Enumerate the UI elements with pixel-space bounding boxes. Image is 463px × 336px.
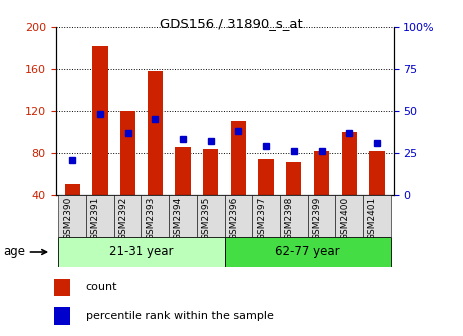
Bar <box>280 195 308 237</box>
Bar <box>203 149 219 195</box>
Text: percentile rank within the sample: percentile rank within the sample <box>86 310 274 321</box>
Bar <box>308 195 335 237</box>
Text: 62-77 year: 62-77 year <box>275 246 340 258</box>
Bar <box>225 195 252 237</box>
Text: GSM2391: GSM2391 <box>91 197 100 240</box>
Text: GSM2399: GSM2399 <box>313 197 321 240</box>
Bar <box>58 237 225 267</box>
Text: GSM2392: GSM2392 <box>119 197 128 240</box>
Bar <box>197 195 225 237</box>
Text: GDS156 / 31890_s_at: GDS156 / 31890_s_at <box>160 17 303 30</box>
Bar <box>286 162 301 195</box>
Text: GSM2395: GSM2395 <box>202 197 211 240</box>
Bar <box>169 195 197 237</box>
Text: GSM2398: GSM2398 <box>285 197 294 240</box>
Bar <box>92 46 107 195</box>
Bar <box>64 184 80 195</box>
Bar <box>141 195 169 237</box>
Bar <box>314 151 329 195</box>
Text: count: count <box>86 283 117 292</box>
Bar <box>175 146 191 195</box>
Bar <box>252 195 280 237</box>
Bar <box>369 151 385 195</box>
Bar <box>335 195 363 237</box>
Text: age: age <box>3 246 46 258</box>
Bar <box>258 159 274 195</box>
Bar <box>231 121 246 195</box>
Bar <box>114 195 141 237</box>
Bar <box>54 307 70 325</box>
Bar <box>86 195 114 237</box>
Bar <box>54 279 70 296</box>
Bar <box>342 132 357 195</box>
Bar <box>363 195 391 237</box>
Bar <box>120 111 135 195</box>
Text: GSM2394: GSM2394 <box>174 197 183 240</box>
Text: 21-31 year: 21-31 year <box>109 246 174 258</box>
Text: GSM2401: GSM2401 <box>368 197 377 240</box>
Bar <box>148 71 163 195</box>
Text: GSM2393: GSM2393 <box>146 197 155 240</box>
Text: GSM2396: GSM2396 <box>229 197 238 240</box>
Text: GSM2390: GSM2390 <box>63 197 72 240</box>
Text: GSM2397: GSM2397 <box>257 197 266 240</box>
Bar <box>58 195 86 237</box>
Text: GSM2400: GSM2400 <box>340 197 349 240</box>
Bar <box>225 237 391 267</box>
